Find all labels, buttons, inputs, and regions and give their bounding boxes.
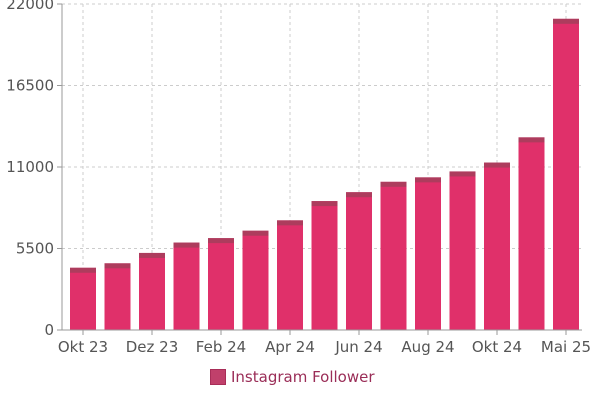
bar-dez-23[interactable] [139, 252, 165, 330]
bar-mär-24[interactable] [242, 230, 269, 330]
bar-top-edge [449, 171, 476, 177]
x-axis-ticks: Okt 23 Dez 23 Feb 24 Apr 24 Jun 24 Aug 24 Okt … [58, 330, 591, 356]
x-tick-label: Aug 24 [401, 338, 454, 356]
y-tick-label: 5500 [16, 240, 54, 258]
bar-top-edge [311, 201, 338, 207]
bar-top-edge [380, 181, 407, 187]
bar-top-edge [346, 192, 372, 198]
bar-top-edge [173, 242, 200, 248]
y-tick-label: 11000 [6, 158, 54, 176]
bar-top-edge [139, 252, 165, 258]
x-tick-label: Feb 24 [196, 338, 246, 356]
bar-top-edge [518, 137, 545, 143]
y-axis-ticks: 0 5500 11000 16500 22000 [6, 0, 62, 339]
bar-top-edge [104, 263, 131, 269]
bar-jun-24[interactable] [346, 192, 372, 330]
x-tick-label: Okt 23 [58, 338, 108, 356]
bar-okt-24[interactable] [484, 162, 510, 330]
bar-top-edge [553, 18, 579, 24]
bar-top-edge [208, 238, 234, 244]
x-tick-label: Mai 25 [541, 338, 591, 356]
x-tick-label: Dez 23 [126, 338, 179, 356]
x-tick-label: Apr 24 [265, 338, 315, 356]
bars [70, 18, 579, 331]
x-tick-label: Jun 24 [334, 338, 382, 356]
bar-jul-24[interactable] [380, 181, 407, 330]
bar-jan-24[interactable] [173, 242, 200, 330]
bar-okt-23[interactable] [70, 267, 96, 330]
bar-mai-25[interactable] [553, 18, 579, 331]
bar-mai-24[interactable] [311, 201, 338, 330]
bar-aug-24[interactable] [415, 177, 441, 330]
bar-sep-24[interactable] [449, 171, 476, 330]
bar-top-edge [70, 267, 96, 273]
legend[interactable]: Instagram Follower [210, 367, 375, 387]
legend-label: Instagram Follower [231, 368, 375, 386]
bar-nov-23[interactable] [104, 263, 131, 330]
bar-top-edge [277, 220, 303, 226]
x-tick-label: Okt 24 [472, 338, 522, 356]
bar-top-edge [415, 177, 441, 183]
bar-feb-24[interactable] [208, 238, 234, 330]
bar-apr-24[interactable] [277, 220, 303, 330]
y-tick-label: 16500 [6, 77, 54, 95]
bar-nov-24[interactable] [518, 137, 545, 330]
y-tick-label: 22000 [6, 0, 54, 13]
y-tick-label: 0 [44, 321, 54, 339]
legend-swatch [210, 369, 226, 385]
bar-top-edge [242, 230, 269, 236]
bar-top-edge [484, 162, 510, 168]
